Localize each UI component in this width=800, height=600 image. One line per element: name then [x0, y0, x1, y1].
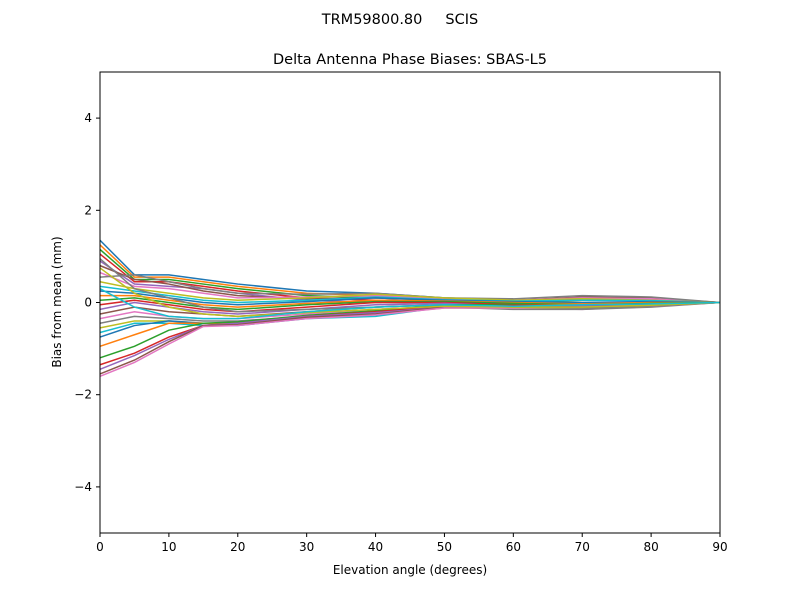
series-lines [99, 239, 721, 377]
x-tick-label: 10 [161, 540, 176, 554]
x-tick-label: 90 [712, 540, 727, 554]
x-tick-label: 80 [643, 540, 658, 554]
y-tick-label: −4 [74, 480, 92, 494]
series-line [99, 258, 721, 313]
series-line [99, 301, 721, 371]
series-line [99, 244, 720, 304]
series-line [99, 267, 721, 318]
x-axis: 0 10 20 30 40 50 60 70 80 90 [96, 533, 728, 554]
y-tick-label: 0 [84, 296, 92, 310]
x-tick-label: 60 [506, 540, 521, 554]
x-axis-label: Elevation angle (degrees) [333, 563, 487, 577]
x-tick-label: 20 [230, 540, 245, 554]
series-line [99, 281, 721, 304]
y-axis: −4 −2 0 2 4 [74, 111, 100, 494]
series-line [99, 274, 721, 304]
y-tick-label: −2 [74, 388, 92, 402]
x-tick-label: 0 [96, 540, 104, 554]
x-tick-label: 30 [299, 540, 314, 554]
series-line [100, 294, 720, 308]
chart-title: Delta Antenna Phase Biases: SBAS-L5 [273, 52, 547, 68]
x-tick-label: 50 [437, 540, 452, 554]
suptitle: TRM59800.80 SCIS [321, 12, 478, 28]
series-line [99, 248, 721, 304]
y-tick-label: 4 [84, 111, 92, 125]
x-tick-label: 70 [575, 540, 590, 554]
x-tick-label: 40 [368, 540, 383, 554]
y-tick-label: 2 [84, 203, 92, 217]
y-axis-label: Bias from mean (mm) [50, 236, 64, 367]
series-line [99, 285, 721, 304]
series-line [99, 288, 721, 320]
